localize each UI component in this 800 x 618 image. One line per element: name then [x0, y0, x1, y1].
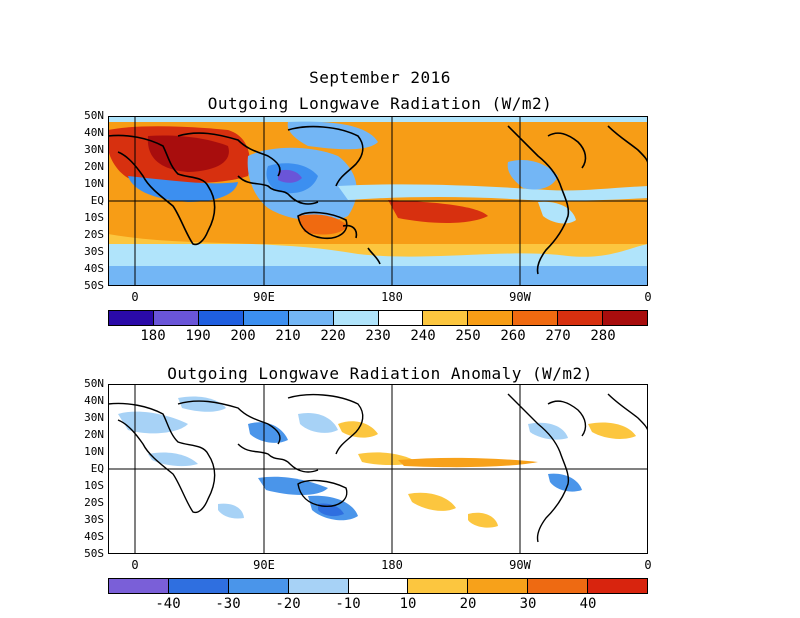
colorbar-label: 280 [590, 328, 616, 344]
lat-label: 40S [84, 262, 104, 275]
lat-label: 50S [84, 279, 104, 292]
colorbar-swatch [198, 311, 244, 325]
lon-label: 0 [644, 558, 652, 572]
sahara-core [147, 135, 229, 172]
colorbar-swatch [513, 311, 559, 325]
north-top-band [108, 116, 648, 122]
colorbar-swatch [228, 579, 289, 593]
lon-label: 90W [509, 290, 531, 304]
panel1-colorbar [108, 310, 648, 326]
colorbar-label: 220 [320, 328, 346, 344]
colorbar-label: 180 [140, 328, 166, 344]
colorbar-label: 10 [399, 596, 417, 612]
panel1-title: Outgoing Longwave Radiation (W/m2) [207, 94, 553, 113]
lat-label: 20N [84, 160, 104, 173]
main-title: September 2016 [309, 68, 451, 87]
colorbar-swatch [423, 311, 469, 325]
colorbar-label: 40 [579, 596, 597, 612]
lat-label: 20S [84, 496, 104, 509]
colorbar-swatch [288, 311, 334, 325]
colorbar-label: 20 [459, 596, 477, 612]
lat-label: 40N [84, 394, 104, 407]
lat-label: 50S [84, 547, 104, 560]
colorbar-label: 200 [230, 328, 256, 344]
pacific-itcz [338, 184, 648, 201]
anomaly-blobs [118, 396, 636, 528]
lat-label: 20S [84, 228, 104, 241]
lat-label: 10S [84, 479, 104, 492]
lat-label: 30N [84, 143, 104, 156]
north-pacific-cool [287, 121, 378, 150]
colorbar-label: 190 [185, 328, 211, 344]
lon-label: 0 [644, 290, 652, 304]
lat-label: 30S [84, 245, 104, 258]
lat-label: 10N [84, 177, 104, 190]
colorbar-label: 260 [500, 328, 526, 344]
colorbar-label: -30 [215, 596, 241, 612]
lat-label: 30N [84, 411, 104, 424]
colorbar-label: 250 [455, 328, 481, 344]
lon-label: 0 [131, 290, 139, 304]
colorbar-swatch [109, 311, 154, 325]
lat-label: 30S [84, 513, 104, 526]
lat-label: 50N [84, 109, 104, 122]
panel2-colorbar [108, 578, 648, 594]
colorbar-label: 270 [545, 328, 571, 344]
colorbar-swatch [603, 311, 648, 325]
lat-label: 40S [84, 530, 104, 543]
lon-label: 180 [381, 290, 403, 304]
colorbar-label: 240 [410, 328, 436, 344]
colorbar-label: -20 [275, 596, 301, 612]
south-orange-transition [108, 234, 648, 257]
lon-label: 90E [253, 290, 275, 304]
colorbar-label: -40 [155, 596, 181, 612]
lon-label: 0 [131, 558, 139, 572]
colorbar-swatch [288, 579, 349, 593]
colorbar-swatch [348, 579, 409, 593]
south-deep-band [108, 266, 648, 286]
lat-label: 40N [84, 126, 104, 139]
colorbar-swatch [153, 311, 199, 325]
lon-label: 90W [509, 558, 531, 572]
colorbar-label: 30 [519, 596, 537, 612]
colorbar-swatch [588, 579, 648, 593]
colorbar-swatch [468, 311, 514, 325]
lat-label: 10N [84, 445, 104, 458]
lon-label: 180 [381, 558, 403, 572]
colorbar-label: 230 [365, 328, 391, 344]
panel2-title: Outgoing Longwave Radiation Anomaly (W/m… [167, 364, 593, 383]
south-pacific-hot [388, 200, 488, 223]
colorbar-swatch [558, 311, 604, 325]
lon-label: 90E [253, 558, 275, 572]
colorbar-swatch [168, 579, 229, 593]
colorbar-label: -10 [335, 596, 361, 612]
colorbar-swatch [408, 579, 469, 593]
colorbar-swatch [243, 311, 289, 325]
coastlines [108, 125, 648, 275]
colorbar-swatch [468, 579, 529, 593]
lat-label: 10S [84, 211, 104, 224]
coastlines-anomaly [108, 393, 648, 543]
olr-anomaly-map [108, 384, 648, 554]
lat-label: EQ [90, 462, 104, 475]
australia-hot [298, 214, 348, 235]
africa-convection [128, 176, 238, 202]
lat-label: 50N [84, 377, 104, 390]
asia-core [278, 169, 302, 183]
colorbar-swatch [378, 311, 424, 325]
colorbar-swatch [109, 579, 169, 593]
colorbar-swatch [333, 311, 379, 325]
colorbar-swatch [528, 579, 589, 593]
olr-map [108, 116, 648, 286]
colorbar-label: 210 [275, 328, 301, 344]
lat-label: 20N [84, 428, 104, 441]
lat-label: EQ [90, 194, 104, 207]
